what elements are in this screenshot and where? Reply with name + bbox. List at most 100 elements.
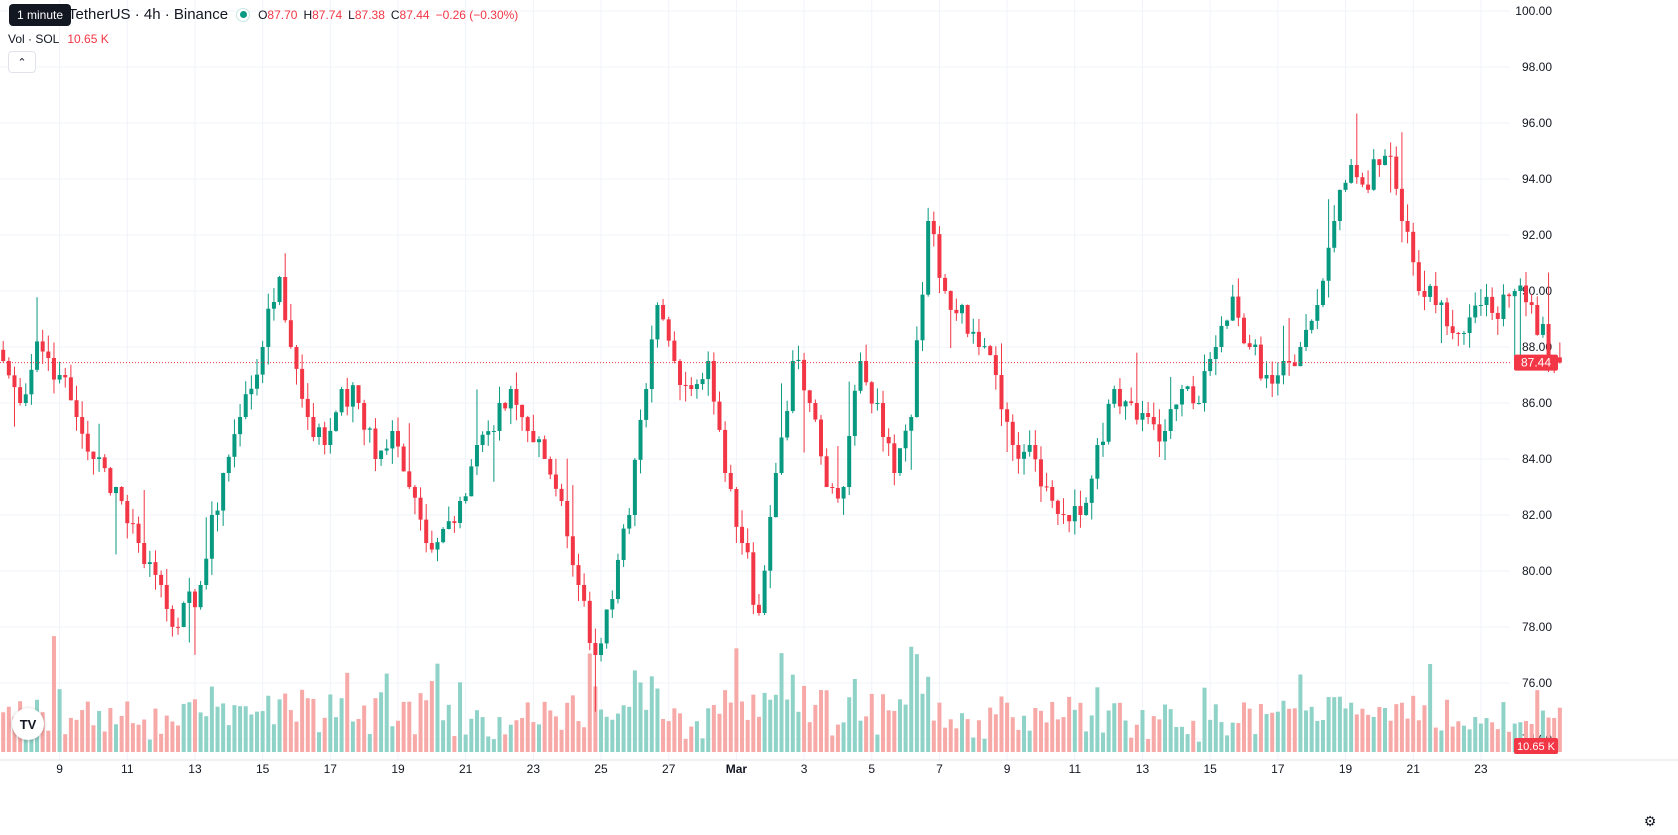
volume-bar (779, 653, 784, 752)
volume-bar (429, 681, 434, 752)
candle-body (548, 459, 553, 475)
candle-body (379, 450, 384, 459)
volume-bar (238, 706, 243, 752)
candle-body (864, 361, 869, 383)
candle-body (1501, 294, 1506, 319)
candle-body (1027, 445, 1032, 452)
volume-bar (706, 708, 711, 752)
tradingview-logo-icon[interactable]: TV (12, 708, 44, 740)
volume-bar (221, 703, 226, 752)
candle-body (1309, 320, 1314, 330)
volume-bar (418, 693, 423, 752)
candle-body (1208, 358, 1213, 372)
volume-bar (1366, 714, 1371, 752)
volume-bar (1140, 709, 1145, 752)
candle-body (396, 431, 400, 447)
volume-bar (1512, 723, 1517, 752)
volume-bar (988, 707, 993, 752)
candle-body (971, 331, 976, 334)
candle-body (1546, 324, 1551, 356)
candle-body (305, 398, 310, 417)
candle-body (1473, 305, 1478, 318)
volume-bar (937, 702, 942, 752)
volume-bar (627, 706, 632, 752)
volume-bar (869, 693, 874, 752)
candle-body (779, 437, 784, 473)
candle-body (1089, 478, 1094, 503)
candle-body (1219, 325, 1224, 347)
candle-body (655, 305, 660, 340)
candle-body (756, 604, 761, 613)
candle-body (1343, 182, 1348, 190)
volume-bar (486, 736, 491, 752)
collapse-legend-button[interactable]: ⌃ (8, 51, 36, 73)
candle-body (441, 529, 446, 543)
candle-body (1377, 159, 1382, 165)
volume-bar (858, 720, 863, 752)
candle-body (1163, 431, 1168, 442)
volume-bar (390, 726, 395, 752)
volume-bar (723, 690, 728, 752)
settings-button[interactable]: ⚙ (1640, 811, 1660, 831)
volume-bar (1005, 702, 1010, 752)
volume-bar (514, 720, 519, 752)
candle-body (1495, 312, 1500, 319)
volume-bar (881, 694, 886, 752)
candle-body (661, 305, 666, 320)
volume-bar (367, 733, 372, 752)
candle-body (192, 591, 197, 608)
volume-bar (903, 704, 908, 752)
candle-body (965, 305, 970, 334)
volume-bar (1484, 718, 1489, 752)
volume-bar (1445, 699, 1450, 752)
volume-bar (1242, 702, 1246, 752)
x-tick-label: 19 (1339, 762, 1353, 776)
volume-bar (114, 724, 118, 752)
volume-bar (294, 721, 299, 752)
candle-body (91, 451, 96, 459)
x-tick-label: 27 (662, 762, 676, 776)
symbol-title[interactable]: TetherUS · 4h · Binance (68, 6, 229, 23)
candle-body (892, 443, 897, 473)
volume-bar (491, 739, 496, 752)
candle-body (638, 419, 643, 460)
volume-bar (852, 678, 857, 752)
volume-bar (1377, 707, 1382, 752)
candle-body (1078, 506, 1083, 515)
candle-body (1478, 305, 1483, 306)
y-tick-label: 86.00 (1522, 396, 1552, 410)
volume-bar (1027, 730, 1032, 752)
volume-bar (1185, 734, 1190, 752)
x-tick-label: 7 (936, 762, 943, 776)
candle-body (1315, 305, 1320, 321)
volume-bar (153, 708, 158, 752)
volume-bar (63, 734, 68, 752)
volume-bar (1332, 697, 1337, 752)
market-status-icon[interactable] (236, 7, 251, 22)
candle-body (1439, 302, 1444, 305)
volume-bar (1179, 726, 1184, 752)
x-tick-label: 11 (1069, 762, 1082, 776)
candle-body (226, 456, 231, 473)
volume-bar (322, 717, 327, 752)
candle-body (1258, 344, 1263, 379)
volume-bar (1394, 704, 1399, 752)
volume-legend[interactable]: Vol · SOL 10.65 K (8, 32, 109, 46)
candle-body (751, 552, 756, 605)
volume-bar (1117, 702, 1122, 752)
candle-body (1371, 159, 1376, 190)
candle-body (373, 428, 378, 459)
candle-body (993, 355, 998, 375)
candle-body (960, 305, 964, 314)
volume-bar (159, 733, 164, 752)
volume-bar (339, 698, 344, 752)
gear-icon: ⚙ (1643, 812, 1657, 829)
candle-body (813, 403, 818, 420)
volume-bar (1557, 707, 1562, 752)
volume-bar (621, 705, 626, 752)
candle-body (1095, 445, 1100, 479)
candle-body (1349, 165, 1354, 183)
low-value: 87.38 (354, 7, 385, 22)
candle-body (1281, 361, 1286, 376)
